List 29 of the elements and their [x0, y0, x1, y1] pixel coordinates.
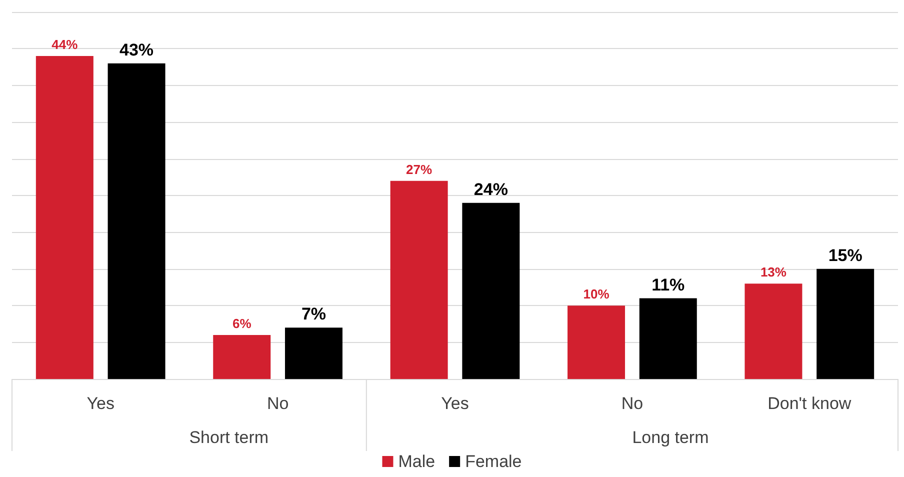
text: Long term [632, 428, 709, 447]
bar [36, 56, 94, 379]
x-tick-label: Yes [441, 394, 469, 413]
bar [213, 334, 271, 379]
bar [108, 63, 166, 379]
data-label: 7% [301, 304, 326, 324]
bar [462, 202, 520, 379]
bar [390, 180, 448, 379]
x-tick-label: Yes [86, 394, 114, 413]
bar [568, 306, 626, 379]
bar [816, 268, 874, 379]
bar [284, 328, 342, 379]
data-label: 11% [652, 275, 685, 294]
legend-label: Female [465, 452, 522, 471]
data-label: 6% [232, 316, 252, 331]
x-tick-label: No [621, 394, 644, 413]
text: Short term [189, 428, 269, 447]
data-label: 15% [828, 246, 862, 265]
data-label: 27% [406, 162, 433, 177]
data-label: 43% [120, 40, 154, 60]
bar [744, 284, 802, 379]
data-label: 44% [52, 37, 78, 52]
data-label: 24% [474, 180, 508, 199]
data-label: 13% [760, 264, 787, 280]
x-tick-label: No [266, 394, 289, 413]
bar [639, 298, 697, 379]
x-tick-label: Don't know [768, 394, 852, 413]
legend-label: Male [398, 452, 436, 471]
data-label: 10% [583, 286, 610, 302]
